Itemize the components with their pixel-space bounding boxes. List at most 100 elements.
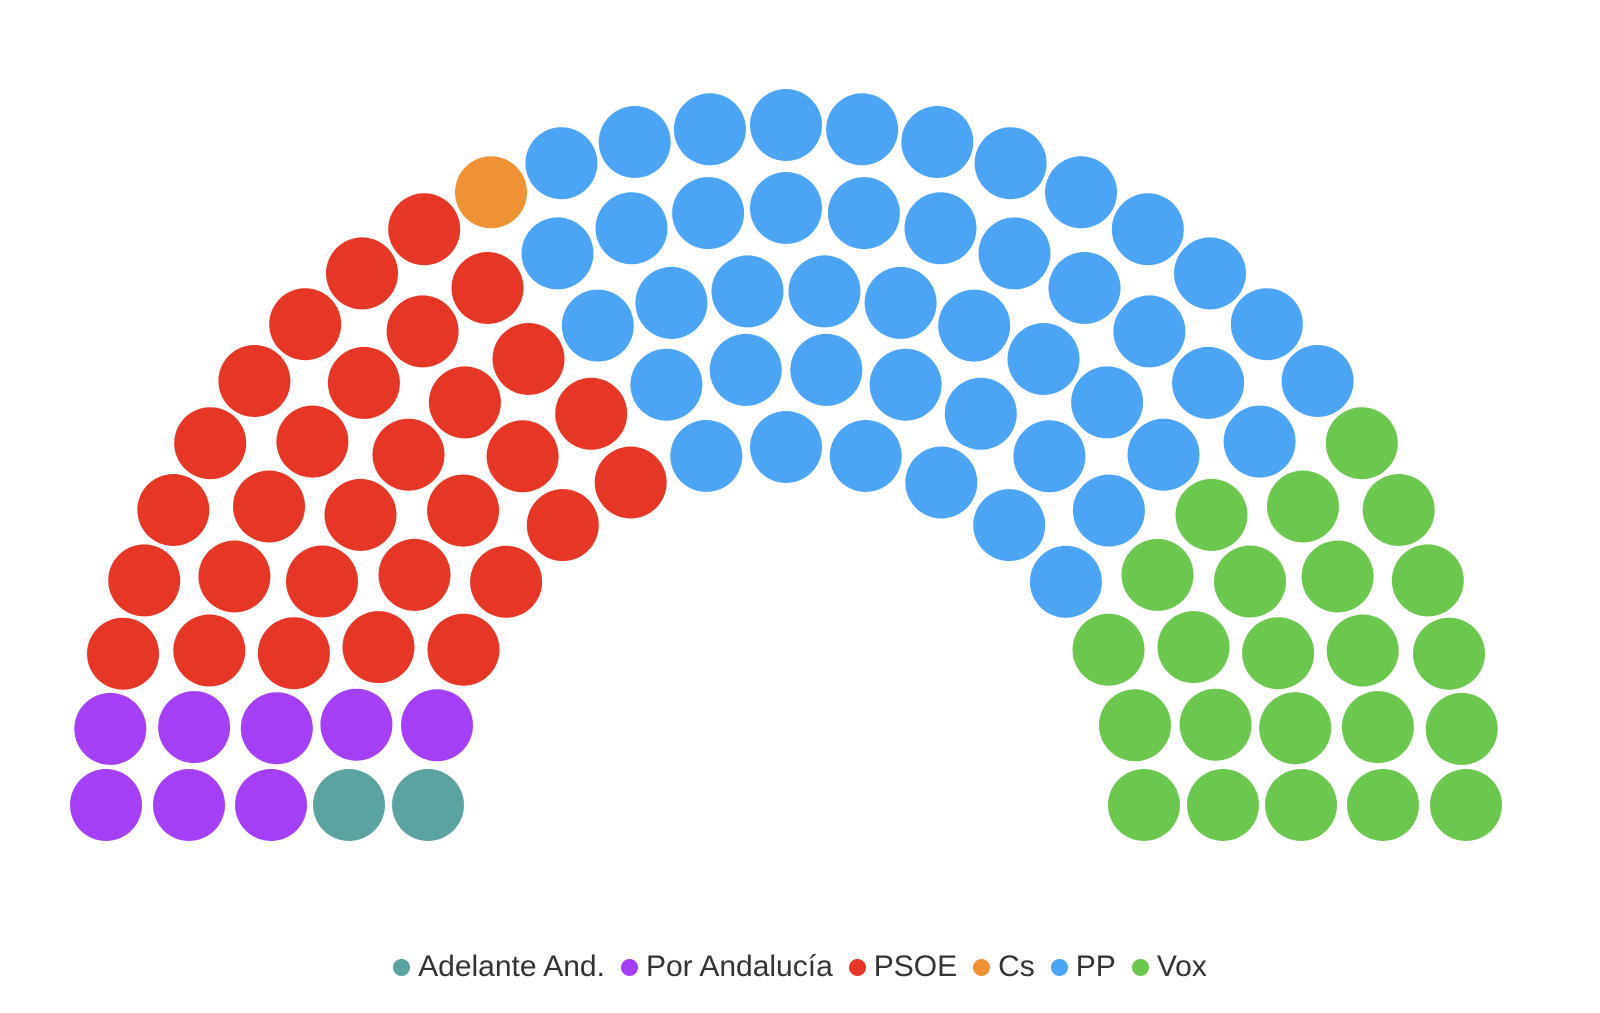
seat-vox bbox=[1187, 769, 1259, 841]
seat-vox bbox=[1326, 614, 1399, 687]
legend-item-psoe: PSOE bbox=[848, 950, 957, 984]
seat-vox bbox=[1413, 617, 1485, 690]
seat-vox bbox=[1108, 769, 1180, 841]
seat-pp bbox=[1048, 252, 1121, 324]
seat-pp bbox=[525, 127, 598, 200]
seat-pp bbox=[1281, 345, 1354, 417]
seat-vox bbox=[1341, 691, 1414, 764]
seat-psoe bbox=[492, 323, 565, 395]
parliament-chart bbox=[70, 89, 1502, 841]
seat-pp bbox=[978, 217, 1051, 290]
hemicycle-svg bbox=[70, 89, 1502, 841]
legend-swatch-vox bbox=[1131, 958, 1149, 976]
legend-item-por-andalucia: Por Andalucía bbox=[620, 950, 833, 984]
seat-vox bbox=[1242, 617, 1315, 690]
seat-pp bbox=[1029, 545, 1102, 618]
legend: Adelante And. Por Andalucía PSOE Cs PP V… bbox=[0, 950, 1600, 984]
seat-vox bbox=[1362, 474, 1435, 546]
seat-pp bbox=[944, 377, 1017, 450]
seat-pp bbox=[864, 266, 937, 339]
seat-pp bbox=[790, 333, 863, 406]
seat-pp bbox=[1174, 237, 1246, 310]
seat-psoe bbox=[342, 611, 415, 684]
seat-vox bbox=[1121, 538, 1194, 611]
seat-psoe bbox=[386, 295, 459, 368]
seat-psoe bbox=[526, 489, 599, 562]
seat-cs bbox=[455, 156, 527, 229]
seat-pp bbox=[904, 192, 977, 265]
seat-psoe bbox=[286, 545, 358, 618]
seat-por-andaluc-a bbox=[158, 691, 231, 764]
seat-vox bbox=[1267, 470, 1339, 543]
seat-psoe bbox=[486, 420, 559, 493]
seat-pp bbox=[1072, 474, 1145, 547]
seat-pp bbox=[869, 348, 942, 421]
seat-por-andaluc-a bbox=[401, 689, 473, 762]
seat-pp bbox=[1172, 346, 1245, 419]
seat-vox bbox=[1425, 692, 1498, 765]
seat-pp bbox=[1223, 405, 1296, 478]
legend-item-cs: Cs bbox=[973, 950, 1035, 984]
seat-pp bbox=[672, 177, 745, 250]
seat-por-andaluc-a bbox=[153, 769, 225, 841]
seat-pp bbox=[938, 289, 1011, 362]
legend-label-vox: Vox bbox=[1156, 950, 1207, 983]
seat-vox bbox=[1301, 540, 1374, 613]
seat-psoe bbox=[324, 478, 397, 551]
seat-psoe bbox=[218, 345, 291, 417]
seat-pp bbox=[829, 420, 902, 492]
seat-pp bbox=[973, 489, 1046, 562]
seat-psoe bbox=[269, 288, 342, 361]
seat-por-andaluc-a bbox=[70, 769, 142, 841]
seat-psoe bbox=[137, 474, 210, 546]
seat-por-andaluc-a bbox=[320, 688, 393, 761]
seat-psoe bbox=[428, 366, 501, 439]
seat-psoe bbox=[451, 252, 524, 324]
seat-pp bbox=[750, 89, 822, 161]
seat-vox bbox=[1099, 689, 1171, 762]
seat-psoe bbox=[388, 193, 461, 266]
seat-pp bbox=[598, 106, 671, 178]
legend-label-por-andalucia: Por Andalucía bbox=[645, 950, 833, 983]
seat-vox bbox=[1347, 769, 1419, 841]
seat-pp bbox=[711, 255, 784, 328]
seat-adelante-and bbox=[313, 769, 385, 841]
seat-pp bbox=[595, 192, 668, 265]
legend-label-pp: PP bbox=[1075, 950, 1116, 983]
seat-por-andaluc-a bbox=[240, 692, 313, 765]
seat-vox bbox=[1325, 407, 1398, 480]
seat-pp bbox=[750, 411, 822, 483]
legend-swatch-pp bbox=[1050, 958, 1068, 976]
seat-por-andaluc-a bbox=[235, 769, 307, 841]
legend-swatch-psoe bbox=[848, 958, 866, 976]
seat-por-andaluc-a bbox=[74, 692, 147, 765]
seat-psoe bbox=[427, 474, 500, 547]
seat-pp bbox=[905, 446, 978, 519]
seat-pp bbox=[974, 127, 1047, 200]
seat-pp bbox=[1007, 323, 1080, 395]
legend-item-pp: PP bbox=[1050, 950, 1116, 984]
seat-psoe bbox=[257, 617, 330, 690]
seat-psoe bbox=[173, 614, 246, 687]
seat-pp bbox=[673, 93, 746, 166]
seat-pp bbox=[1230, 288, 1303, 361]
seat-psoe bbox=[594, 446, 667, 519]
legend-item-vox: Vox bbox=[1131, 950, 1207, 984]
seat-psoe bbox=[233, 470, 305, 543]
seat-pp bbox=[670, 420, 743, 492]
seat-psoe bbox=[555, 377, 628, 450]
seat-pp bbox=[630, 348, 703, 421]
seat-vox bbox=[1072, 613, 1145, 686]
seat-pp bbox=[1113, 295, 1186, 368]
seat-psoe bbox=[470, 545, 543, 618]
seat-psoe bbox=[174, 407, 247, 480]
seat-psoe bbox=[108, 544, 181, 617]
legend-swatch-por-andalucia bbox=[620, 958, 638, 976]
legend-item-adelante: Adelante And. bbox=[393, 950, 605, 984]
seat-psoe bbox=[87, 617, 159, 690]
seat-pp bbox=[635, 266, 708, 339]
seat-pp bbox=[1111, 193, 1184, 266]
seat-pp bbox=[521, 217, 594, 290]
legend-label-adelante: Adelante And. bbox=[418, 950, 605, 983]
legend-swatch-cs bbox=[973, 958, 991, 976]
